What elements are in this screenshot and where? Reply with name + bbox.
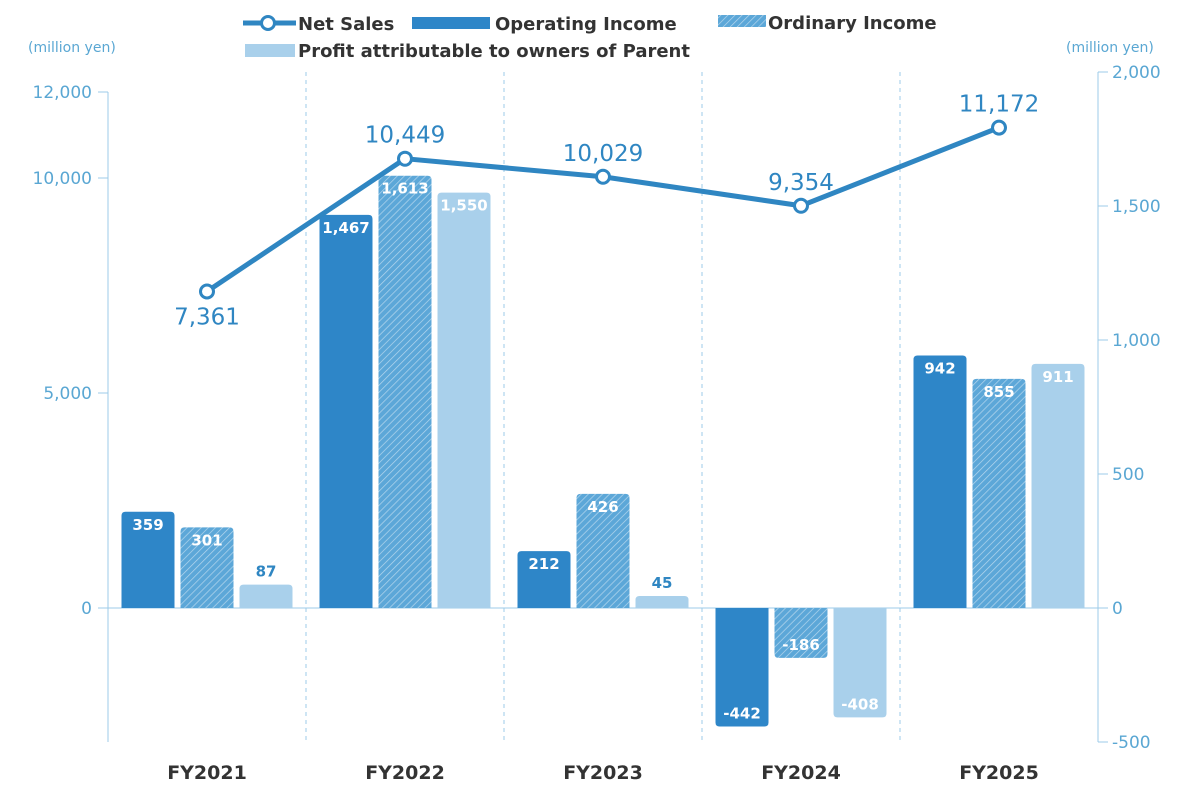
- bar-ordinary-income: [774, 608, 828, 658]
- left-axis-tick-label: 0: [81, 599, 92, 619]
- right-axis-tick-label: 1,500: [1112, 197, 1161, 217]
- axes: 0 5,000 10,000 12,000 -500 0 500 1,000 1,500 2,00…: [33, 63, 1161, 753]
- bar-ordinary-income: [180, 527, 234, 608]
- bar-label-operating-income: 359: [132, 516, 163, 534]
- right-axis-tick-label: 500: [1112, 465, 1144, 485]
- bar-label-profit: 1,550: [440, 197, 487, 215]
- right-axis-tick-label: 1,000: [1112, 331, 1161, 351]
- bar-label-ordinary-income: 426: [587, 498, 618, 516]
- net-sales-point: [199, 283, 215, 300]
- right-axis-tick-label: 2,000: [1112, 63, 1161, 83]
- legend-ordinary-income-swatch: [718, 15, 766, 27]
- left-axis-tick-label: 12,000: [33, 83, 92, 103]
- legend-profit-label: Profit attributable to owners of Parent: [298, 41, 690, 62]
- category-label: FY2023: [563, 762, 643, 784]
- legend-net-sales-marker: [260, 15, 276, 31]
- net-sales-point: [397, 150, 413, 167]
- bar-ordinary-income: [576, 493, 630, 608]
- bars: 359 301 87 1,467 1,613 1,550 212 426 45 -442 -186 -…: [121, 175, 1085, 727]
- right-axis-unit: (million yen): [1066, 40, 1154, 56]
- category-label: FY2024: [761, 762, 841, 784]
- net-sales-value-label: 10,029: [563, 141, 643, 167]
- legend-item-net-sales: Net Sales: [243, 14, 394, 35]
- bar-ordinary-income: [972, 378, 1026, 608]
- legend-net-sales-label: Net Sales: [298, 14, 394, 35]
- legend-item-ordinary-income: Ordinary Income: [718, 13, 937, 34]
- bar-ordinary-income: [378, 175, 432, 608]
- bar-operating-income: [121, 511, 175, 608]
- legend-operating-income-swatch: [412, 17, 490, 29]
- bar-profit: [437, 192, 491, 608]
- bar-label-operating-income: 942: [924, 360, 955, 378]
- net-sales-point: [793, 197, 809, 214]
- net-sales-line: 7,361 10,449 10,029 9,354 11,172: [174, 92, 1039, 331]
- legend-item-profit: Profit attributable to owners of Parent: [245, 41, 690, 62]
- legend: Net Sales Operating Income Ordinary Inco…: [243, 13, 937, 62]
- bar-profit: [239, 584, 293, 608]
- bar-label-profit: -408: [841, 695, 879, 713]
- legend-operating-income-label: Operating Income: [495, 14, 677, 35]
- legend-ordinary-income-label: Ordinary Income: [768, 13, 937, 34]
- bar-label-profit: 911: [1042, 368, 1073, 386]
- category-label: FY2021: [167, 762, 247, 784]
- bar-label-operating-income: 212: [528, 555, 559, 573]
- bar-operating-income: [517, 551, 571, 608]
- bar-profit: [635, 595, 689, 608]
- right-axis-tick-label: -500: [1112, 733, 1151, 753]
- bar-operating-income: [715, 608, 769, 727]
- category-label: FY2022: [365, 762, 445, 784]
- left-axis-tick-label: 5,000: [43, 384, 92, 404]
- bar-label-operating-income: 1,467: [322, 219, 369, 237]
- net-sales-point: [595, 168, 611, 185]
- bar-profit: [833, 608, 887, 718]
- net-sales-point: [991, 119, 1007, 136]
- bar-operating-income: [319, 214, 373, 608]
- bar-operating-income: [913, 355, 967, 608]
- bar-label-ordinary-income: -186: [782, 636, 820, 654]
- right-axis-tick-label: 0: [1112, 599, 1123, 619]
- bar-label-ordinary-income: 1,613: [381, 180, 428, 198]
- bar-label-ordinary-income: 855: [983, 383, 1014, 401]
- bar-label-profit: 87: [256, 563, 277, 581]
- net-sales-value-label: 9,354: [768, 170, 834, 196]
- net-sales-value-label: 10,449: [365, 123, 445, 149]
- net-sales-value-label: 7,361: [174, 304, 240, 330]
- bar-profit: [1031, 363, 1085, 608]
- category-labels: FY2021 FY2022 FY2023 FY2024 FY2025: [167, 762, 1039, 784]
- left-axis-unit: (million yen): [28, 40, 116, 56]
- bar-label-operating-income: -442: [723, 704, 761, 722]
- net-sales-value-label: 11,172: [959, 92, 1039, 118]
- legend-profit-swatch: [245, 44, 295, 57]
- left-axis-tick-label: 10,000: [33, 169, 92, 189]
- legend-item-operating-income: Operating Income: [412, 14, 677, 35]
- bar-label-ordinary-income: 301: [191, 531, 222, 549]
- category-label: FY2025: [959, 762, 1039, 784]
- bar-label-profit: 45: [652, 574, 673, 592]
